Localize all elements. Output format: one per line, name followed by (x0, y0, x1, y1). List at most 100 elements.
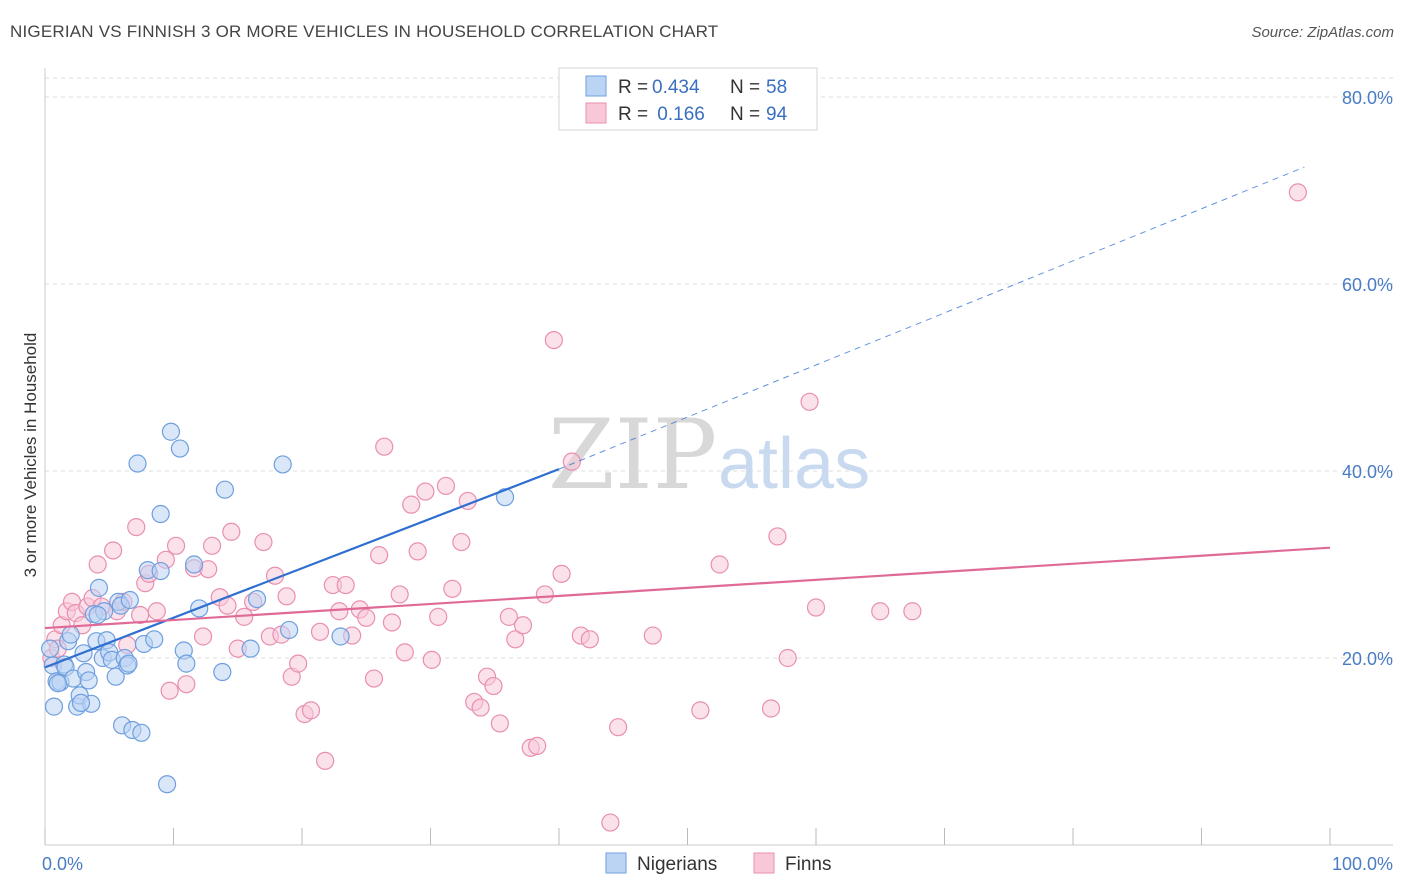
legend-swatch-nigerians (585, 75, 607, 97)
nigerian-point-2 (44, 697, 64, 716)
nigerian-point-44 (213, 662, 232, 682)
finn-point-57 (395, 643, 414, 662)
finn-point-47 (330, 602, 349, 621)
nigerian-point-47 (247, 589, 267, 609)
nigerian-point-55 (88, 605, 107, 625)
finn-point-24 (177, 675, 196, 694)
x-ticks: 0.0% 100.0% (42, 828, 1393, 874)
finn-point-89 (768, 527, 787, 546)
finn-point-80 (562, 452, 581, 471)
y-tick-label-2: 60.0% (1342, 275, 1393, 295)
finn-point-83 (601, 813, 620, 832)
finn-point-56 (390, 585, 409, 604)
x-tick-label-0: 0.0% (42, 854, 83, 874)
finn-point-22 (160, 681, 179, 700)
nigerians-trend-line (44, 468, 560, 669)
finn-point-48 (336, 575, 355, 595)
nigerian-point-35 (145, 630, 164, 649)
finn-point-94 (903, 602, 922, 621)
nigerian-point-57 (151, 561, 170, 581)
nigerian-point-52 (41, 639, 60, 658)
nigerian-point-45 (215, 480, 234, 499)
finn-point-55 (382, 613, 402, 632)
finn-point-53 (370, 546, 389, 565)
y-tick-label-1: 40.0% (1342, 462, 1393, 482)
finn-point-39 (277, 587, 296, 606)
nigerians-trend-extension (558, 166, 1305, 470)
nigerian-point-7 (61, 625, 80, 644)
finn-point-43 (301, 701, 321, 720)
nigerian-point-17 (89, 578, 109, 597)
bottom-legend-finns: Finns (785, 854, 831, 875)
finns-points (42, 183, 1307, 832)
finn-point-82 (580, 630, 599, 649)
nigerian-point-48 (273, 455, 292, 474)
finn-point-85 (643, 626, 662, 645)
nigerian-point-23 (106, 667, 125, 686)
legend-n-value-1: 58 (766, 77, 787, 98)
finn-point-74 (513, 616, 533, 635)
bottom-swatch-nigerians (605, 852, 627, 874)
finn-point-58 (402, 495, 421, 514)
finn-point-72 (499, 607, 518, 626)
finn-point-28 (202, 536, 222, 555)
nigerian-point-39 (170, 439, 190, 458)
axes (44, 68, 1393, 846)
legend-n-value-2: 94 (766, 104, 788, 125)
nigerians-points (41, 422, 515, 794)
finn-point-84 (609, 718, 628, 737)
legend-r-label-2: R = (618, 104, 653, 125)
nigerian-point-32 (132, 723, 151, 742)
finn-point-87 (710, 555, 729, 574)
finn-point-20 (147, 602, 166, 621)
nigerian-point-51 (495, 488, 515, 507)
watermark: ZIP atlas (548, 399, 870, 511)
finn-point-44 (310, 622, 330, 641)
nigerian-point-29 (120, 590, 139, 610)
legend-r-value-2: 0.166 (652, 104, 705, 125)
legend-r-value-1: 0.434 (652, 77, 700, 98)
finn-point-68 (471, 698, 490, 717)
nigerian-point-53 (48, 674, 67, 693)
finn-point-95 (1288, 183, 1307, 202)
nigerian-point-42 (184, 555, 204, 574)
series-legend: Nigerians Finns (605, 852, 831, 875)
finn-point-93 (871, 602, 890, 621)
nigerian-point-46 (241, 639, 260, 658)
finn-point-16 (127, 517, 146, 537)
nigerian-point-41 (177, 654, 196, 673)
finn-point-70 (484, 676, 503, 696)
y-axis-label: 3 or more Vehicles in Household (21, 333, 40, 578)
chart-title: NIGERIAN VS FINNISH 3 OR MORE VEHICLES I… (10, 22, 719, 41)
finn-point-86 (691, 701, 710, 720)
finn-point-61 (422, 650, 441, 669)
source-label: Source: ZipAtlas.com (1251, 24, 1394, 41)
finn-point-63 (436, 476, 456, 496)
y-ticks: 20.0% 40.0% 60.0% 80.0% (1342, 88, 1393, 669)
finn-point-12 (104, 541, 123, 560)
finn-point-77 (535, 585, 554, 604)
y-tick-label-3: 80.0% (1342, 88, 1393, 108)
finn-point-71 (490, 714, 509, 733)
finn-point-92 (806, 598, 826, 617)
finn-point-41 (289, 654, 308, 673)
x-tick-label-1: 100.0% (1332, 854, 1393, 874)
y-tick-label-0: 20.0% (1342, 649, 1393, 669)
nigerian-point-37 (157, 775, 177, 794)
finn-point-79 (552, 564, 571, 583)
finn-point-31 (222, 522, 241, 541)
legend-swatch-finns (585, 102, 607, 124)
legend-n-label-2: N = (730, 104, 765, 125)
finn-point-76 (528, 736, 547, 755)
finn-point-90 (778, 648, 797, 668)
finn-point-91 (800, 392, 819, 411)
nigerian-point-36 (151, 504, 170, 524)
watermark-atlas: atlas (718, 424, 870, 504)
finn-point-64 (443, 579, 462, 598)
finn-point-45 (316, 751, 335, 770)
legend-n-label-1: N = (730, 77, 765, 98)
trend-lines (44, 166, 1331, 669)
finn-point-54 (375, 437, 394, 456)
finn-point-51 (357, 608, 376, 627)
